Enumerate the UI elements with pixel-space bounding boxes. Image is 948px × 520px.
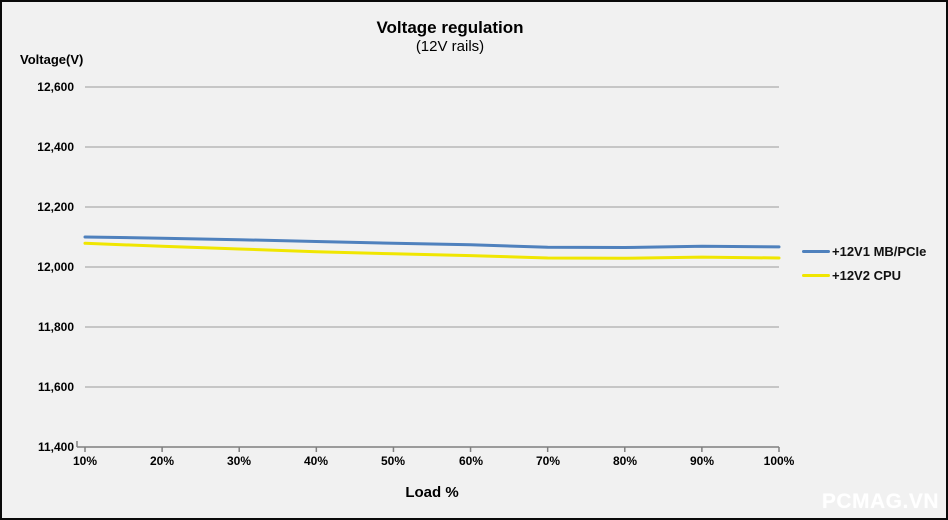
legend-swatch-12v2-line (802, 273, 830, 277)
x-tick-label: 10% (72, 454, 98, 468)
x-tick-label: 80% (612, 454, 638, 468)
y-tick-label: 11,400 (37, 440, 74, 454)
x-tick-label: 40% (303, 454, 329, 468)
x-tick-label: 100% (763, 454, 795, 468)
legend-item: +12V1 MB/PCIe (802, 239, 926, 263)
legend-swatch-12v1-line (802, 249, 830, 253)
legend: +12V1 MB/PCIe +12V2 CPU (802, 239, 926, 287)
y-tick-label: 12,600 (37, 80, 74, 94)
legend-label-12v1: +12V1 MB/PCIe (832, 243, 927, 259)
y-tick-label: 11,600 (37, 380, 74, 394)
x-axis-title: Load % (405, 484, 459, 501)
y-axis-title: Voltage(V) (20, 52, 84, 67)
chart-title: Voltage regulation (376, 18, 524, 37)
watermark: PCMAG.VN (821, 490, 939, 513)
x-tick-label: 90% (689, 454, 715, 468)
x-tick-label: 70% (535, 454, 561, 468)
legend-item: +12V2 CPU (802, 263, 926, 287)
legend-label-12v2: +12V2 CPU (832, 267, 902, 283)
x-tick-label: 20% (149, 454, 175, 468)
y-tick-label: 12,000 (37, 260, 74, 274)
y-tick-label: 12,200 (37, 200, 74, 214)
chart-subtitle: (12V rails) (415, 38, 485, 55)
x-tick-label: 30% (226, 454, 252, 468)
x-tick-label: 50% (380, 454, 406, 468)
y-tick-label: 11,800 (37, 320, 74, 334)
series-line-1 (83, 235, 781, 249)
y-tick-label: 12,400 (37, 140, 74, 154)
x-tick-label: 60% (458, 454, 484, 468)
series-line-2 (83, 241, 781, 260)
